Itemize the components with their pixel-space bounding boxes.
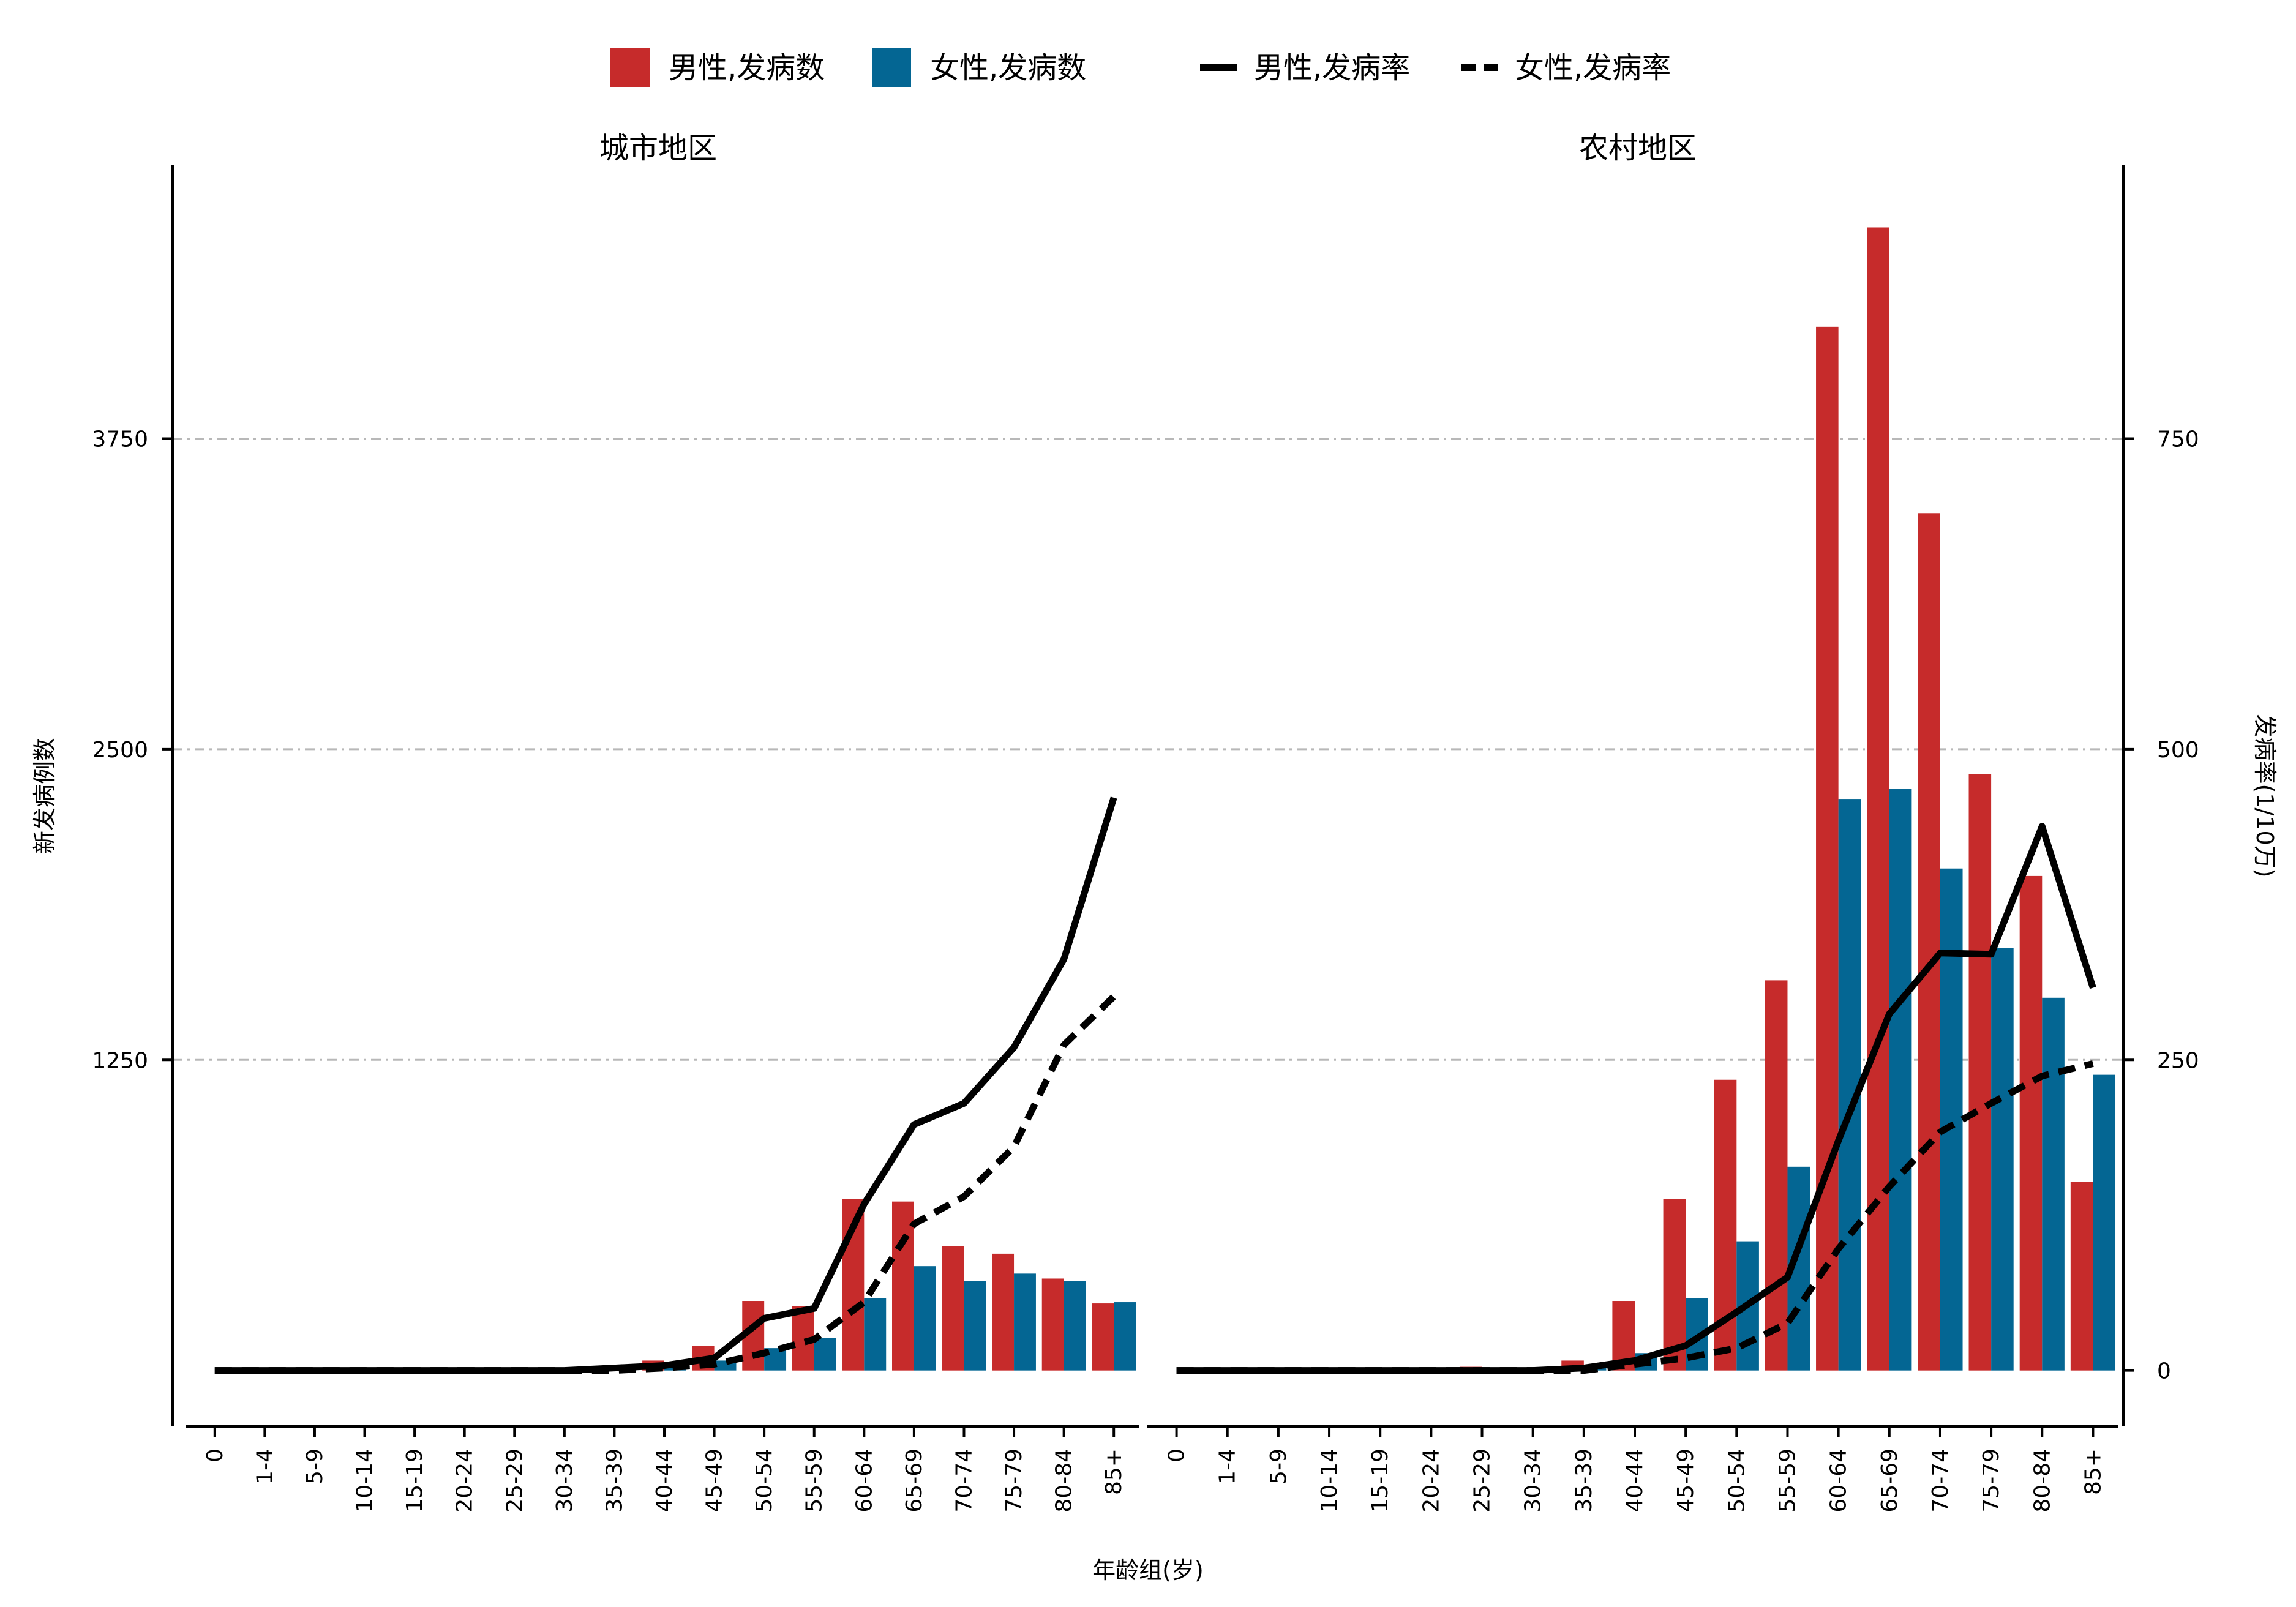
x-axis-tick-label: 70-74 [951,1448,977,1513]
panel-urban: 0 1-4 5-9 10-14 15-19 20-24 25-29 30-34 35-39 40-… [203,796,1136,1513]
x-axis-tick-label: 80-84 [1052,1448,1077,1513]
x-axis-tick-label: 0 [1165,1448,1190,1463]
female-rate-line [1176,1060,2094,1374]
bar-female-count [2093,1074,2116,1371]
bar-male-count [1867,227,1889,1371]
x-axis-tick-label: 65-69 [1877,1448,1902,1513]
x-axis-tick-label: 50-54 [1724,1448,1749,1513]
bar-male-count [1041,1278,1064,1371]
legend-label-male-rate: 男性,发病率 [1254,51,1410,85]
legend-swatch-female-count [872,48,911,87]
left-axis-tick-label: 1250 [92,1048,148,1073]
x-axis-tick-label: 20-24 [1419,1448,1444,1513]
bar-female-count [1940,868,1963,1371]
bar-female-count [1991,948,2014,1371]
x-axis-tick-label: 85+ [1101,1448,1127,1495]
left-axis-tick-label: 2500 [92,738,148,763]
bar-male-count [2070,1182,2093,1371]
bar-female-count [814,1338,836,1371]
bar-male-count [2019,875,2043,1371]
bar-male-count [1765,980,1788,1371]
bar-female-count [1838,799,1861,1371]
x-axis-tick-label: 45-49 [1673,1448,1698,1513]
legend-swatch-male-count [610,48,650,87]
x-axis-tick-label: 15-19 [1368,1448,1393,1513]
panel-title-urban: 城市地区 [599,131,717,165]
panel-title-rural: 农村地区 [1579,131,1697,165]
right-axis-tick-label: 0 [2157,1359,2171,1384]
x-axis-tick-label: 15-19 [402,1448,427,1513]
legend: 男性,发病数 女性,发病数 男性,发病率 女性,发病率 [610,48,1671,87]
left-axis-tick-label: 3750 [92,427,148,452]
x-axis-tick-label: 70-74 [1928,1448,1953,1513]
x-axis-tick-label: 1-4 [252,1448,277,1485]
bar-male-count [892,1201,914,1371]
right-axis-tick-label: 500 [2157,738,2199,763]
x-axis-tick-label: 40-44 [652,1448,677,1513]
x-axis-tick-label: 30-34 [552,1448,577,1513]
x-axis-tick-label: 25-29 [502,1448,527,1513]
x-axis-tick-label: 75-79 [1979,1448,2004,1513]
bar-female-count [1064,1281,1086,1371]
right-axis-tick-label: 750 [2157,427,2199,452]
bar-female-count [914,1266,936,1371]
x-axis-tick-label: 80-84 [2030,1448,2055,1513]
bar-female-count [2042,997,2065,1371]
x-axis-tick-label: 60-64 [1826,1448,1851,1513]
x-axis-tick-label: 10-14 [353,1448,378,1513]
bar-female-count [1889,789,1912,1371]
x-axis-tick-label: 40-44 [1623,1448,1648,1513]
x-axis-tick-label: 10-14 [1317,1448,1342,1513]
bar-male-count [1816,326,1839,1371]
male-rate-line [1176,823,2096,1374]
bar-female-count [1114,1302,1136,1371]
x-axis-title: 年龄组(岁) [1092,1557,1204,1584]
bar-female-count [1014,1273,1036,1371]
legend-label-female-rate: 女性,发病率 [1515,51,1671,85]
x-axis-tick-label: 35-39 [1572,1448,1597,1513]
bar-male-count [1918,513,1940,1371]
plot-area: 1250 2500 3750 0 250 500 750 0 1-4 5-9 10-14 15-19 2… [92,165,2199,1513]
bar-male-count [992,1253,1015,1371]
x-axis-tick-label: 35-39 [602,1448,627,1513]
x-axis-tick-label: 45-49 [702,1448,727,1513]
bar-female-count [864,1298,887,1371]
panel-rural: 0 1-4 5-9 10-14 15-19 20-24 25-29 30-34 35-39 40-… [1165,227,2116,1513]
x-axis-tick-label: 25-29 [1470,1448,1495,1513]
bar-male-count [1968,774,1992,1371]
x-axis-tick-label: 75-79 [1002,1448,1027,1513]
x-axis-tick-label: 5-9 [1266,1448,1291,1485]
x-axis-tick-label: 55-59 [802,1448,827,1513]
x-axis-tick-label: 20-24 [452,1448,478,1513]
x-axis-tick-label: 1-4 [1215,1448,1240,1485]
x-axis-tick-label: 65-69 [902,1448,927,1513]
x-axis-tick-label: 60-64 [852,1448,877,1513]
x-axis-tick-label: 5-9 [302,1448,328,1485]
x-axis-tick-label: 85+ [2080,1448,2106,1495]
legend-label-female-count: 女性,发病数 [930,51,1086,85]
x-axis-tick-label: 55-59 [1775,1448,1800,1513]
right-axis-tick-label: 250 [2157,1048,2199,1073]
left-axis-title: 新发病例数 [31,738,58,854]
x-axis-tick-label: 30-34 [1521,1448,1546,1513]
bar-male-count [942,1246,964,1371]
male-rate-line [214,796,1117,1374]
legend-label-male-count: 男性,发病数 [669,51,825,85]
bar-male-count [1663,1199,1686,1371]
x-axis-tick-label: 50-54 [752,1448,777,1513]
bar-male-count [1092,1303,1114,1371]
bar-female-count [964,1281,986,1371]
right-axis-title: 发病率(1/10万) [2251,714,2278,878]
x-axis-tick-label: 0 [203,1448,228,1463]
